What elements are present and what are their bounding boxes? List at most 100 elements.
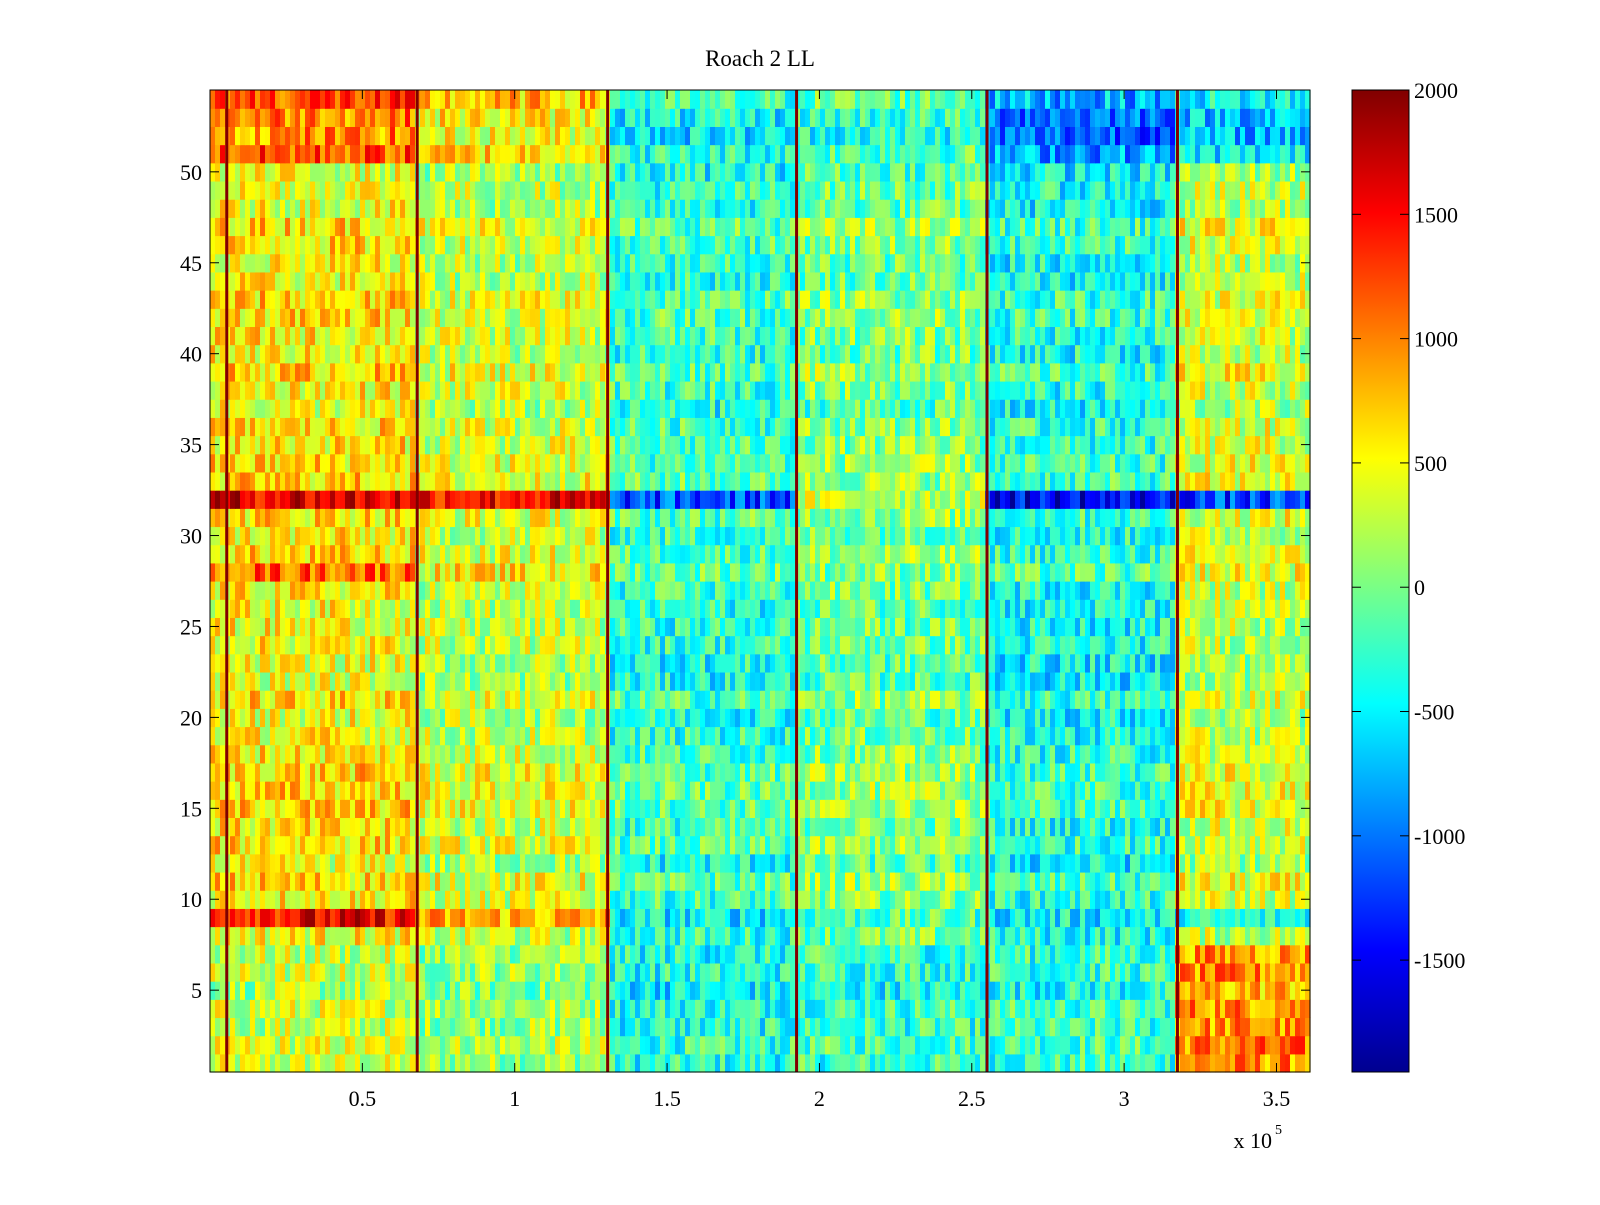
heatmap-cell: [675, 1017, 681, 1037]
heatmap-cell: [845, 817, 851, 837]
heatmap-cell: [750, 726, 756, 746]
heatmap-cell: [320, 853, 326, 873]
heatmap-cell: [990, 726, 996, 746]
heatmap-cell: [260, 835, 266, 855]
heatmap-cell: [430, 708, 436, 728]
heatmap-cell: [680, 671, 686, 691]
heatmap-cell: [965, 944, 971, 964]
heatmap-cell: [1215, 981, 1221, 1000]
heatmap-cell: [325, 799, 331, 819]
heatmap-cell: [375, 817, 381, 837]
heatmap-cell: [715, 653, 721, 673]
heatmap-cell: [555, 908, 561, 928]
heatmap-cell: [265, 944, 271, 964]
heatmap-cell: [375, 690, 381, 709]
heatmap-cell: [305, 853, 311, 873]
heatmap-cell: [575, 871, 581, 891]
heatmap-cell: [660, 962, 666, 982]
heatmap-cell: [635, 671, 641, 691]
heatmap-cell: [625, 1035, 631, 1055]
heatmap-cell: [1195, 981, 1201, 1000]
heatmap-cell: [560, 653, 566, 673]
heatmap-cell: [1045, 908, 1051, 928]
heatmap-cell: [425, 1017, 431, 1037]
heatmap-cell: [720, 726, 726, 746]
heatmap-cell: [500, 744, 506, 764]
heatmap-cell: [420, 653, 426, 673]
heatmap-cell: [1285, 999, 1291, 1019]
heatmap-cell: [750, 871, 756, 891]
heatmap-cell: [540, 1017, 546, 1037]
heatmap-cell: [360, 981, 366, 1000]
heatmap-cell: [970, 962, 976, 982]
heatmap-cell: [750, 1053, 756, 1073]
heatmap-cell: [470, 871, 476, 891]
heatmap-cell: [1215, 708, 1221, 728]
heatmap-cell: [760, 962, 766, 982]
heatmap-cell: [1060, 817, 1066, 837]
heatmap-cell: [435, 853, 441, 873]
heatmap-cell: [630, 690, 636, 709]
heatmap-cell: [780, 690, 786, 709]
heatmap-cell: [895, 871, 901, 891]
heatmap-cell: [1140, 908, 1146, 928]
heatmap-cell: [510, 726, 516, 746]
heatmap-cell: [720, 944, 726, 964]
heatmap-cell: [355, 708, 361, 728]
heatmap-cell: [405, 999, 411, 1019]
heatmap-cell: [865, 690, 871, 709]
heatmap-cell: [740, 690, 746, 709]
heatmap-cell: [1295, 871, 1301, 891]
heatmap-cell: [570, 1035, 576, 1055]
heatmap-cell: [495, 871, 501, 891]
heatmap-cell: [1275, 762, 1281, 782]
heatmap-cell: [895, 762, 901, 782]
heatmap-cell: [430, 817, 436, 837]
heatmap-cell: [330, 835, 336, 855]
heatmap-cell: [800, 1017, 806, 1037]
heatmap-cell: [675, 835, 681, 855]
heatmap-cell: [550, 708, 556, 728]
heatmap-cell: [900, 653, 906, 673]
heatmap-cell: [370, 944, 376, 964]
heatmap-cell: [500, 890, 506, 909]
heatmap-cell: [685, 999, 691, 1019]
heatmap-cell: [230, 799, 236, 819]
heatmap-cell: [545, 653, 551, 673]
heatmap-cell: [980, 926, 986, 946]
heatmap-cell: [230, 726, 236, 746]
heatmap-cell: [690, 1035, 696, 1055]
heatmap-cell: [920, 962, 926, 982]
heatmap-cell: [930, 690, 936, 709]
heatmap-cell: [585, 690, 591, 709]
heatmap-cell: [1250, 726, 1256, 746]
heatmap-cell: [1085, 744, 1091, 764]
heatmap-cell: [775, 799, 781, 819]
heatmap-cell: [1170, 1017, 1176, 1037]
heatmap-cell: [525, 781, 531, 800]
heatmap-cell: [300, 853, 306, 873]
heatmap-cell: [270, 817, 276, 837]
heatmap-cell: [1285, 726, 1291, 746]
heatmap-cell: [390, 1035, 396, 1055]
heatmap-cell: [235, 781, 241, 800]
heatmap-cell: [915, 817, 921, 837]
heatmap-cell: [1285, 1053, 1291, 1073]
heatmap-cell: [875, 890, 881, 909]
heatmap-cell: [275, 890, 281, 909]
heatmap-cell: [980, 999, 986, 1019]
heatmap-cell: [715, 1053, 721, 1073]
heatmap-cell: [1125, 908, 1131, 928]
heatmap-cell: [600, 871, 606, 891]
heatmap-cell: [295, 853, 301, 873]
heatmap-cell: [1125, 671, 1131, 691]
heatmap-cell: [1020, 835, 1026, 855]
heatmap-cell: [320, 962, 326, 982]
heatmap-cell: [785, 999, 791, 1019]
heatmap-cell: [845, 853, 851, 873]
heatmap-cell: [595, 762, 601, 782]
heatmap-cell: [770, 890, 776, 909]
heatmap-cell: [920, 762, 926, 782]
heatmap-cell: [1240, 853, 1246, 873]
